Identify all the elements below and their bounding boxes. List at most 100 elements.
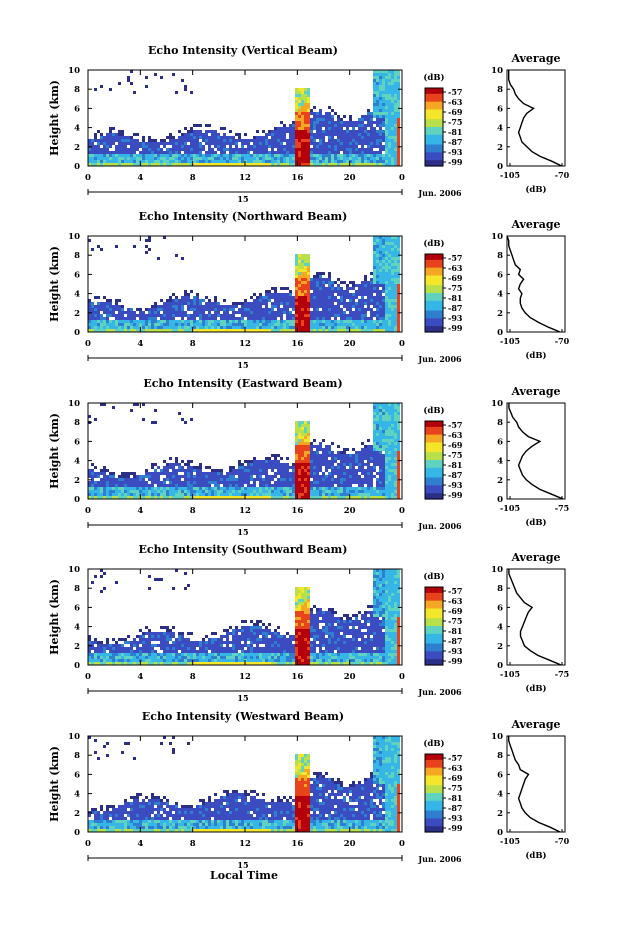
heatmap-cell [343, 296, 346, 299]
heatmap-cell [388, 272, 391, 275]
heatmap-cell [187, 469, 190, 472]
heatmap-cell [175, 305, 178, 308]
colorbar-segment [425, 277, 443, 280]
heatmap-cell [310, 311, 313, 314]
heatmap-cell [196, 154, 199, 157]
heatmap-cell [304, 145, 307, 148]
colorbar-segment [425, 446, 443, 449]
heatmap-cell [256, 493, 259, 496]
heatmap-cell [376, 70, 379, 73]
heatmap-cell [106, 493, 109, 496]
heatmap-cell [106, 142, 109, 145]
heatmap-cell [232, 490, 235, 493]
heatmap-cell [211, 329, 214, 332]
heatmap-cell [295, 260, 298, 263]
heatmap-cell [385, 481, 388, 484]
heatmap-cell [94, 305, 97, 308]
heatmap-cell [361, 157, 364, 160]
heatmap-cell [259, 496, 262, 499]
heatmap-cell [391, 457, 394, 460]
heatmap-cell [241, 481, 244, 484]
heatmap-cell [247, 487, 250, 490]
heatmap-cell [130, 317, 133, 320]
heatmap-cell [370, 139, 373, 142]
heatmap-cell [259, 329, 262, 332]
heatmap-cell [190, 148, 193, 151]
heatmap-cell [301, 424, 304, 427]
heatmap-cell [112, 644, 115, 647]
heatmap-cell [274, 454, 277, 457]
heatmap-cell [385, 418, 388, 421]
heatmap-cell [301, 296, 304, 299]
heatmap-cell [358, 457, 361, 460]
heatmap-cell [163, 154, 166, 157]
heatmap-cell [301, 260, 304, 263]
heatmap-cell [262, 469, 265, 472]
heatmap-cell [385, 433, 388, 436]
heatmap-cell [337, 469, 340, 472]
heatmap-cell [301, 142, 304, 145]
heatmap-cell [274, 293, 277, 296]
heatmap-cell [367, 460, 370, 463]
colorbar-segment [425, 152, 443, 155]
heatmap-cell [349, 454, 352, 457]
heatmap-cell [259, 314, 262, 317]
heatmap-cell [328, 460, 331, 463]
heatmap-cell [112, 329, 115, 332]
heatmap-cell [385, 302, 388, 305]
heatmap-cell [334, 130, 337, 133]
heatmap-cell [352, 127, 355, 130]
heatmap-cell [91, 472, 94, 475]
heatmap-cell [118, 323, 121, 326]
heatmap-cell [256, 308, 259, 311]
heatmap-cell [226, 490, 229, 493]
heatmap-cell [397, 70, 400, 73]
heatmap-cell [244, 157, 247, 160]
heatmap-cell [289, 133, 292, 136]
heatmap-cell [382, 454, 385, 457]
heatmap-cell [313, 290, 316, 293]
heatmap-cell [388, 248, 391, 251]
heatmap-cell [223, 329, 226, 332]
heatmap-cell [100, 484, 103, 487]
heatmap-cell [385, 260, 388, 263]
heatmap-cell [184, 329, 187, 332]
heatmap-cell [334, 142, 337, 145]
heatmap-cell [118, 653, 121, 656]
heatmap-cell [268, 320, 271, 323]
heatmap-cell [100, 314, 103, 317]
heatmap-cell [316, 118, 319, 121]
heatmap-cell [334, 281, 337, 284]
heatmap-cell [355, 323, 358, 326]
heatmap-cell [373, 490, 376, 493]
heatmap-cell [301, 139, 304, 142]
heatmap-cell [388, 236, 391, 239]
heatmap-cell [334, 154, 337, 157]
heatmap-cell [325, 329, 328, 332]
colorbar-segment [425, 330, 443, 333]
heatmap-cell [91, 142, 94, 145]
heatmap-cell [301, 472, 304, 475]
heatmap-cell [235, 490, 238, 493]
heatmap-cell [268, 475, 271, 478]
heatmap-cell [199, 305, 202, 308]
heatmap-cell [169, 299, 172, 302]
heatmap-cell [244, 323, 247, 326]
x-tick-label: 16 [291, 339, 303, 349]
heatmap-cell [127, 139, 130, 142]
heatmap-cell [94, 320, 97, 323]
heatmap-cell [259, 487, 262, 490]
heatmap-cell [100, 472, 103, 475]
heatmap-cell [319, 127, 322, 130]
heatmap-cell [265, 163, 268, 166]
heatmap-cell [283, 124, 286, 127]
heatmap-cell [307, 139, 310, 142]
heatmap-cell [133, 472, 136, 475]
heatmap-cell [124, 481, 127, 484]
heatmap-cell [277, 305, 280, 308]
heatmap-cell [316, 142, 319, 145]
heatmap-cell [373, 260, 376, 263]
heatmap-cell [397, 448, 400, 451]
heatmap-cell [187, 460, 190, 463]
heatmap-cell [385, 424, 388, 427]
